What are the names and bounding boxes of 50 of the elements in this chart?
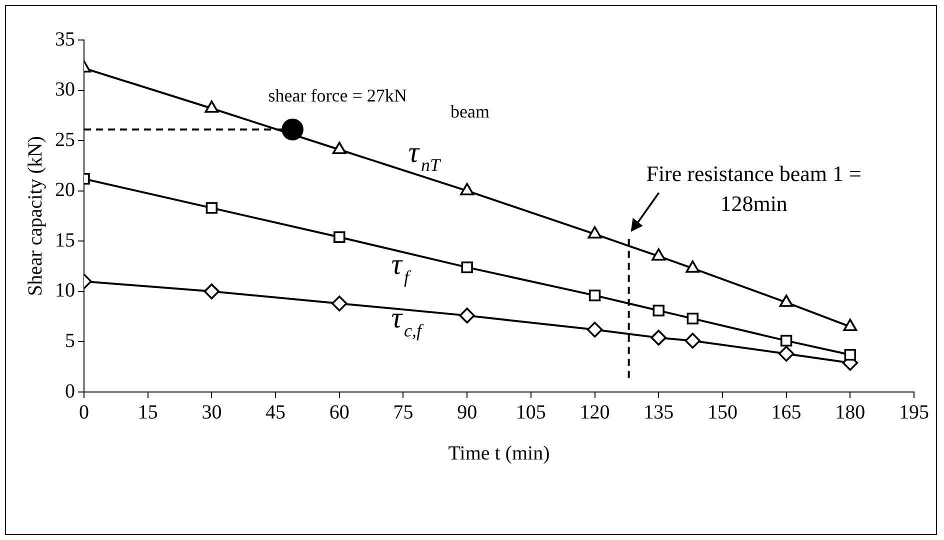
point: [686, 312, 699, 324]
point: [588, 226, 602, 239]
point: [843, 318, 858, 332]
x-tick-label: 165: [771, 401, 802, 424]
point: [206, 202, 218, 214]
point: [652, 304, 664, 316]
x-tick-label: 75: [393, 401, 414, 424]
y-tick-label: 5: [65, 330, 75, 352]
point: [686, 260, 700, 273]
point: [461, 261, 473, 274]
x-tick-label: 135: [644, 401, 674, 424]
point: [844, 348, 856, 361]
point: [780, 334, 792, 347]
x-tick-label: 30: [202, 401, 222, 424]
x-tick-label: 45: [266, 401, 286, 424]
y-tick-label: 30: [55, 78, 75, 101]
x-axis-title: Time t (min): [448, 442, 550, 464]
y-tick-label: 25: [55, 128, 75, 151]
point: [331, 296, 348, 312]
y-tick-label: 10: [55, 280, 75, 302]
point: [204, 100, 219, 113]
annotation: shear force = 27kN: [268, 86, 407, 106]
ref-line-label: Fire resistance beam 1 = 128min: [646, 160, 862, 216]
y-tick-label: 0: [65, 380, 75, 402]
point: [586, 322, 603, 338]
point: [459, 308, 475, 324]
point: [460, 182, 474, 196]
point: [588, 290, 601, 302]
y-tick-label: 15: [55, 229, 75, 252]
point: [652, 248, 666, 261]
y-tick-label: 35: [55, 28, 75, 50]
x-tick-label: 0: [79, 401, 89, 424]
point: [778, 346, 794, 362]
y-tick-label: 20: [55, 179, 75, 202]
point: [334, 231, 346, 243]
x-tick-label: 195: [899, 401, 929, 424]
x-tick-label: 150: [707, 401, 738, 424]
y-axis-title: Shear capacity (kN): [24, 136, 46, 296]
point: [684, 332, 701, 349]
point: [650, 330, 667, 346]
x-tick-label: 120: [580, 401, 610, 424]
point: [332, 142, 346, 154]
x-tick-label: 15: [138, 401, 158, 424]
x-tick-label: 90: [457, 401, 478, 424]
x-tick-label: 105: [516, 401, 546, 424]
point: [204, 284, 220, 300]
annotation: beam: [450, 101, 490, 122]
point: [779, 294, 794, 307]
x-tick-label: 180: [835, 401, 866, 424]
x-tick-label: 60: [329, 401, 350, 424]
